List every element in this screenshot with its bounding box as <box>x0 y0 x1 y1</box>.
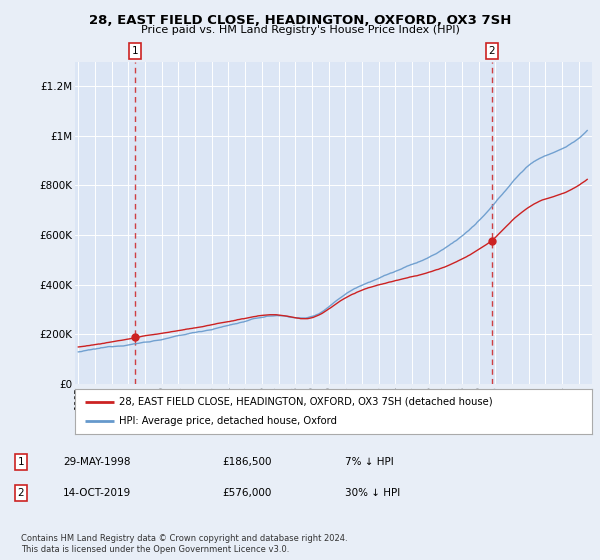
Text: Price paid vs. HM Land Registry's House Price Index (HPI): Price paid vs. HM Land Registry's House … <box>140 25 460 35</box>
Text: HPI: Average price, detached house, Oxford: HPI: Average price, detached house, Oxfo… <box>119 417 337 427</box>
Text: £576,000: £576,000 <box>222 488 271 498</box>
Text: This data is licensed under the Open Government Licence v3.0.: This data is licensed under the Open Gov… <box>21 545 289 554</box>
Text: 28, EAST FIELD CLOSE, HEADINGTON, OXFORD, OX3 7SH (detached house): 28, EAST FIELD CLOSE, HEADINGTON, OXFORD… <box>119 396 493 407</box>
Text: 14-OCT-2019: 14-OCT-2019 <box>63 488 131 498</box>
Text: 30% ↓ HPI: 30% ↓ HPI <box>345 488 400 498</box>
Text: 29-MAY-1998: 29-MAY-1998 <box>63 457 131 467</box>
Text: 2: 2 <box>17 488 25 498</box>
Text: 1: 1 <box>17 457 25 467</box>
Text: 28, EAST FIELD CLOSE, HEADINGTON, OXFORD, OX3 7SH: 28, EAST FIELD CLOSE, HEADINGTON, OXFORD… <box>89 14 511 27</box>
Text: £186,500: £186,500 <box>222 457 271 467</box>
Text: 1: 1 <box>132 46 139 56</box>
Text: 2: 2 <box>488 46 495 56</box>
Text: Contains HM Land Registry data © Crown copyright and database right 2024.: Contains HM Land Registry data © Crown c… <box>21 534 347 543</box>
Text: 7% ↓ HPI: 7% ↓ HPI <box>345 457 394 467</box>
